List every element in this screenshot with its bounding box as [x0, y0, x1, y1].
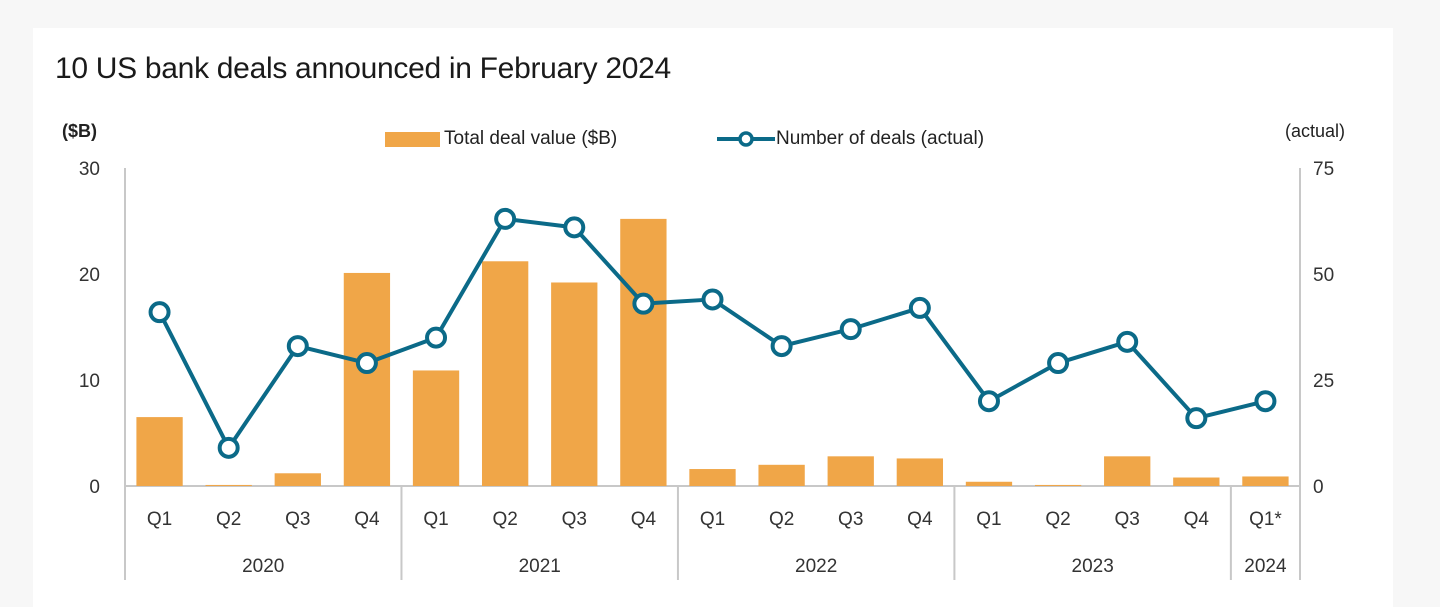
line-point [701, 288, 724, 311]
bar [136, 417, 183, 486]
x-tick-label: Q1 [423, 509, 448, 530]
x-group-label: 2023 [1072, 556, 1114, 577]
bar [551, 282, 598, 486]
line-point [1254, 390, 1277, 413]
y-right-tick-label: 0 [1313, 477, 1324, 498]
line-point [286, 335, 309, 358]
legend-label: Total deal value ($B) [444, 128, 618, 149]
chart-card [33, 28, 1393, 607]
y-left-tick-label: 10 [79, 371, 100, 392]
y-right-tick-label: 75 [1313, 159, 1334, 180]
line-point [494, 207, 517, 230]
line-marker-icon [717, 131, 775, 147]
x-group-label: 2021 [519, 556, 561, 577]
bar [620, 218, 667, 486]
y-left-tick-label: 30 [79, 159, 100, 180]
x-tick-label: Q1 [976, 509, 1001, 530]
bar [1242, 476, 1289, 486]
x-tick-label: Q1 [700, 509, 725, 530]
bar [481, 261, 529, 486]
x-tick-label: Q4 [354, 509, 380, 530]
line-point [839, 318, 862, 341]
x-tick-label: Q4 [907, 509, 933, 530]
bar-swatch-icon [385, 131, 440, 147]
bar [412, 370, 460, 486]
y-right-tick-label: 25 [1313, 371, 1334, 392]
bar [827, 456, 874, 486]
bar [758, 464, 805, 486]
bar [343, 272, 391, 486]
bar [1034, 484, 1082, 486]
x-tick-label: Q1 [147, 509, 172, 530]
chart-title: 10 US bank deals announced in February 2… [55, 52, 671, 85]
x-group-label: 2022 [795, 556, 837, 577]
line-point [217, 436, 240, 459]
line-point [977, 390, 1000, 413]
x-tick-label: Q1* [1249, 509, 1282, 530]
line-point [1185, 407, 1208, 430]
x-tick-label: Q3 [562, 509, 587, 530]
bar [274, 473, 321, 486]
x-tick-label: Q3 [838, 509, 863, 530]
x-tick-label: Q2 [769, 509, 794, 530]
legend-item-bar: Total deal value ($B) [385, 128, 617, 150]
y-left-tick-label: 0 [89, 477, 100, 498]
line-point [425, 326, 448, 349]
x-tick-label: Q4 [1184, 509, 1210, 530]
y-right-tick-label: 50 [1313, 265, 1334, 286]
bar [965, 481, 1013, 486]
bar [1104, 456, 1151, 486]
x-group-label: 2024 [1244, 556, 1287, 577]
y-left-tick-label: 20 [79, 265, 100, 286]
line-point [1116, 330, 1139, 353]
legend-label: Number of deals (actual) [776, 128, 985, 149]
x-group-label: 2020 [242, 556, 284, 577]
bar [1173, 477, 1220, 486]
x-tick-label: Q3 [285, 509, 310, 530]
x-tick-label: Q2 [216, 509, 241, 530]
line-point [1047, 352, 1070, 375]
x-tick-label: Q2 [1045, 509, 1070, 530]
x-tick-label: Q4 [631, 509, 657, 530]
x-tick-label: Q3 [1115, 509, 1140, 530]
line-point [148, 301, 171, 324]
bar [205, 484, 252, 486]
left-axis-unit: ($B) [62, 121, 97, 141]
line-point [632, 292, 655, 315]
x-tick-label: Q2 [492, 509, 517, 530]
legend-item-line: Number of deals (actual) [716, 128, 984, 150]
line-point [770, 335, 793, 358]
bar [896, 458, 944, 486]
deals-line [157, 216, 1266, 450]
bar [689, 469, 736, 486]
line-point [355, 352, 378, 375]
right-axis-unit: (actual) [1285, 121, 1346, 141]
line-point [908, 296, 931, 319]
line-point [563, 216, 586, 239]
